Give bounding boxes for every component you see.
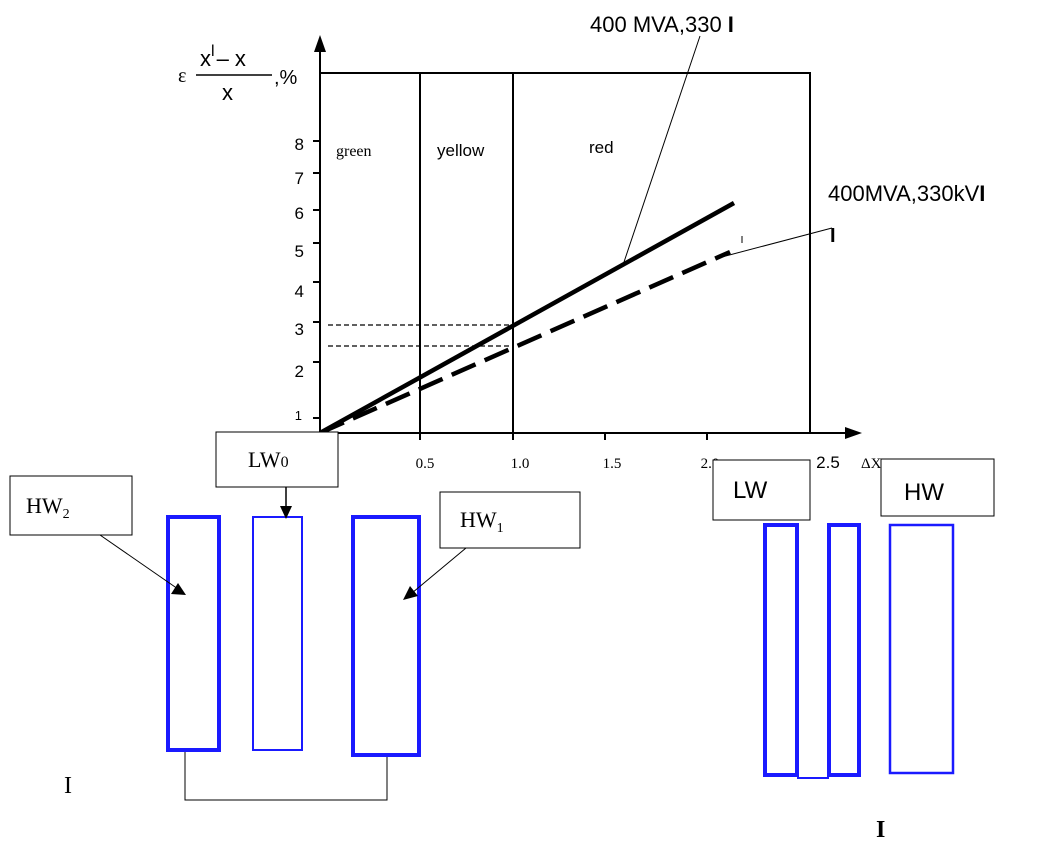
- x-tick-label-2-5: 2.5: [816, 453, 840, 472]
- hw1-arrow-line: [411, 547, 467, 594]
- y-tick-label-6: 6: [295, 204, 304, 223]
- zone-label-yellow: yellow: [437, 141, 485, 160]
- y-tick-marks: [313, 140, 320, 419]
- y-tick-label-2: 2: [295, 362, 304, 381]
- dashed-series-leader: [717, 227, 833, 259]
- y-axis-label: ε xl– x x ,%: [178, 43, 298, 105]
- lw-label: LW: [733, 477, 768, 504]
- lw0-winding: [252, 516, 303, 751]
- chart: [313, 35, 862, 440]
- zone-label-green: green: [336, 143, 372, 160]
- zone-label-red: red: [589, 138, 614, 157]
- y-tick-label-5: 5: [295, 242, 304, 261]
- lw0-arrow-head: [280, 506, 292, 519]
- hw-label-box: [880, 458, 995, 517]
- x-tick-label-1-0: 1.0: [511, 456, 530, 472]
- series-dashed-line: [319, 249, 731, 436]
- hw-label: HW: [904, 479, 944, 506]
- y-tick-label-4: 4: [295, 282, 304, 301]
- hw1-winding: [351, 515, 421, 757]
- solid-series-leader: [623, 35, 701, 263]
- left-current-label: I: [64, 773, 72, 799]
- y-label-numerator: xl– x: [200, 43, 246, 71]
- y-tick-label-3: 3: [295, 320, 304, 339]
- x-tick-label-1-5: 1.5: [603, 456, 622, 472]
- x-tick-label-0-5: 0.5: [416, 456, 435, 472]
- hw2-label: HW2: [26, 493, 70, 522]
- lw-label-box: [712, 459, 811, 521]
- left-winding-assembly: HW2 LW0 HW1 I: [9, 431, 581, 801]
- y-tick-labels: 1 2 3 4 5 6 7 8: [295, 135, 304, 423]
- y-label-unit: ,%: [274, 67, 298, 89]
- dashed-series-label: 400MVA,330kVI: [828, 181, 985, 206]
- lw0-label: LW0: [248, 447, 289, 472]
- solid-series-label: 400 MVA,330 I: [590, 12, 734, 37]
- hw2-arrow-line: [99, 534, 179, 590]
- dashed-series-label-extra: I: [830, 225, 836, 247]
- hw-series-connection: [184, 752, 388, 801]
- y-axis-arrow: [314, 35, 326, 52]
- hw1-label-box: [439, 491, 581, 549]
- hw2-winding: [166, 515, 221, 752]
- y-label-denominator: x: [222, 80, 233, 105]
- y-tick-label-1: 1: [295, 408, 302, 423]
- hw1-label: HW1: [460, 507, 504, 536]
- y-tick-label-7: 7: [295, 169, 304, 188]
- hw2-arrow-head: [171, 583, 186, 595]
- y-tick-label-8: 8: [295, 135, 304, 154]
- hw2-label-box: [9, 475, 133, 536]
- hw1-arrow-head: [403, 586, 418, 600]
- y-label-symbol: ε: [178, 65, 186, 87]
- x-axis-arrow: [845, 427, 862, 439]
- hw-winding: [888, 523, 955, 775]
- series-solid-line: [318, 201, 736, 435]
- lw-winding-inner: [827, 523, 861, 777]
- x-tick-labels: 0.5 1.0 1.5 2.0 2.5: [416, 453, 840, 472]
- right-winding-assembly: LW HW I: [712, 458, 995, 843]
- x-tick-marks: [419, 433, 708, 440]
- right-current-label: I: [876, 817, 885, 843]
- lw0-label-box: [215, 431, 339, 488]
- lw-winding-outer: [763, 523, 799, 777]
